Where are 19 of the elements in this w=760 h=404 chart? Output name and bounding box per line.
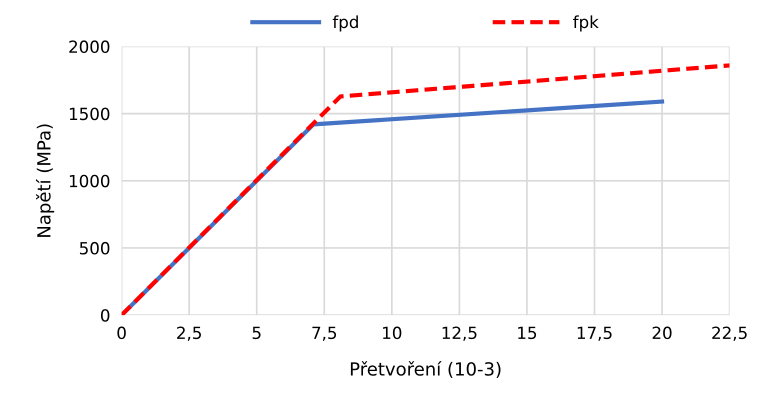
- x-tick-label: 7,5: [312, 326, 336, 341]
- x-tick-label: 22,5: [712, 326, 747, 341]
- y-tick-label: 0: [100, 309, 110, 322]
- x-tick-label: 5: [252, 326, 261, 340]
- x-tick-label: 15: [518, 326, 536, 340]
- x-tick-label: 12,5: [442, 326, 476, 341]
- y-tick-label: 2000: [69, 40, 110, 54]
- x-tick-label: 0: [117, 326, 126, 340]
- y-tick-label: 1500: [70, 108, 110, 120]
- x-tick-label: 17,5: [578, 326, 612, 341]
- legend-label: fpd: [332, 15, 358, 32]
- x-tick-label: 20: [652, 326, 672, 340]
- legend-label: fpk: [573, 15, 599, 32]
- x-tick-label: 10: [383, 326, 402, 340]
- x-tick-label: 2,5: [177, 326, 201, 341]
- y-tick-label: 1000: [70, 174, 110, 188]
- y-axis-title: Napětí (MPa): [36, 124, 54, 237]
- y-tick-label: 500: [80, 242, 110, 255]
- x-axis-title: Přetvoření (10-3): [350, 361, 500, 378]
